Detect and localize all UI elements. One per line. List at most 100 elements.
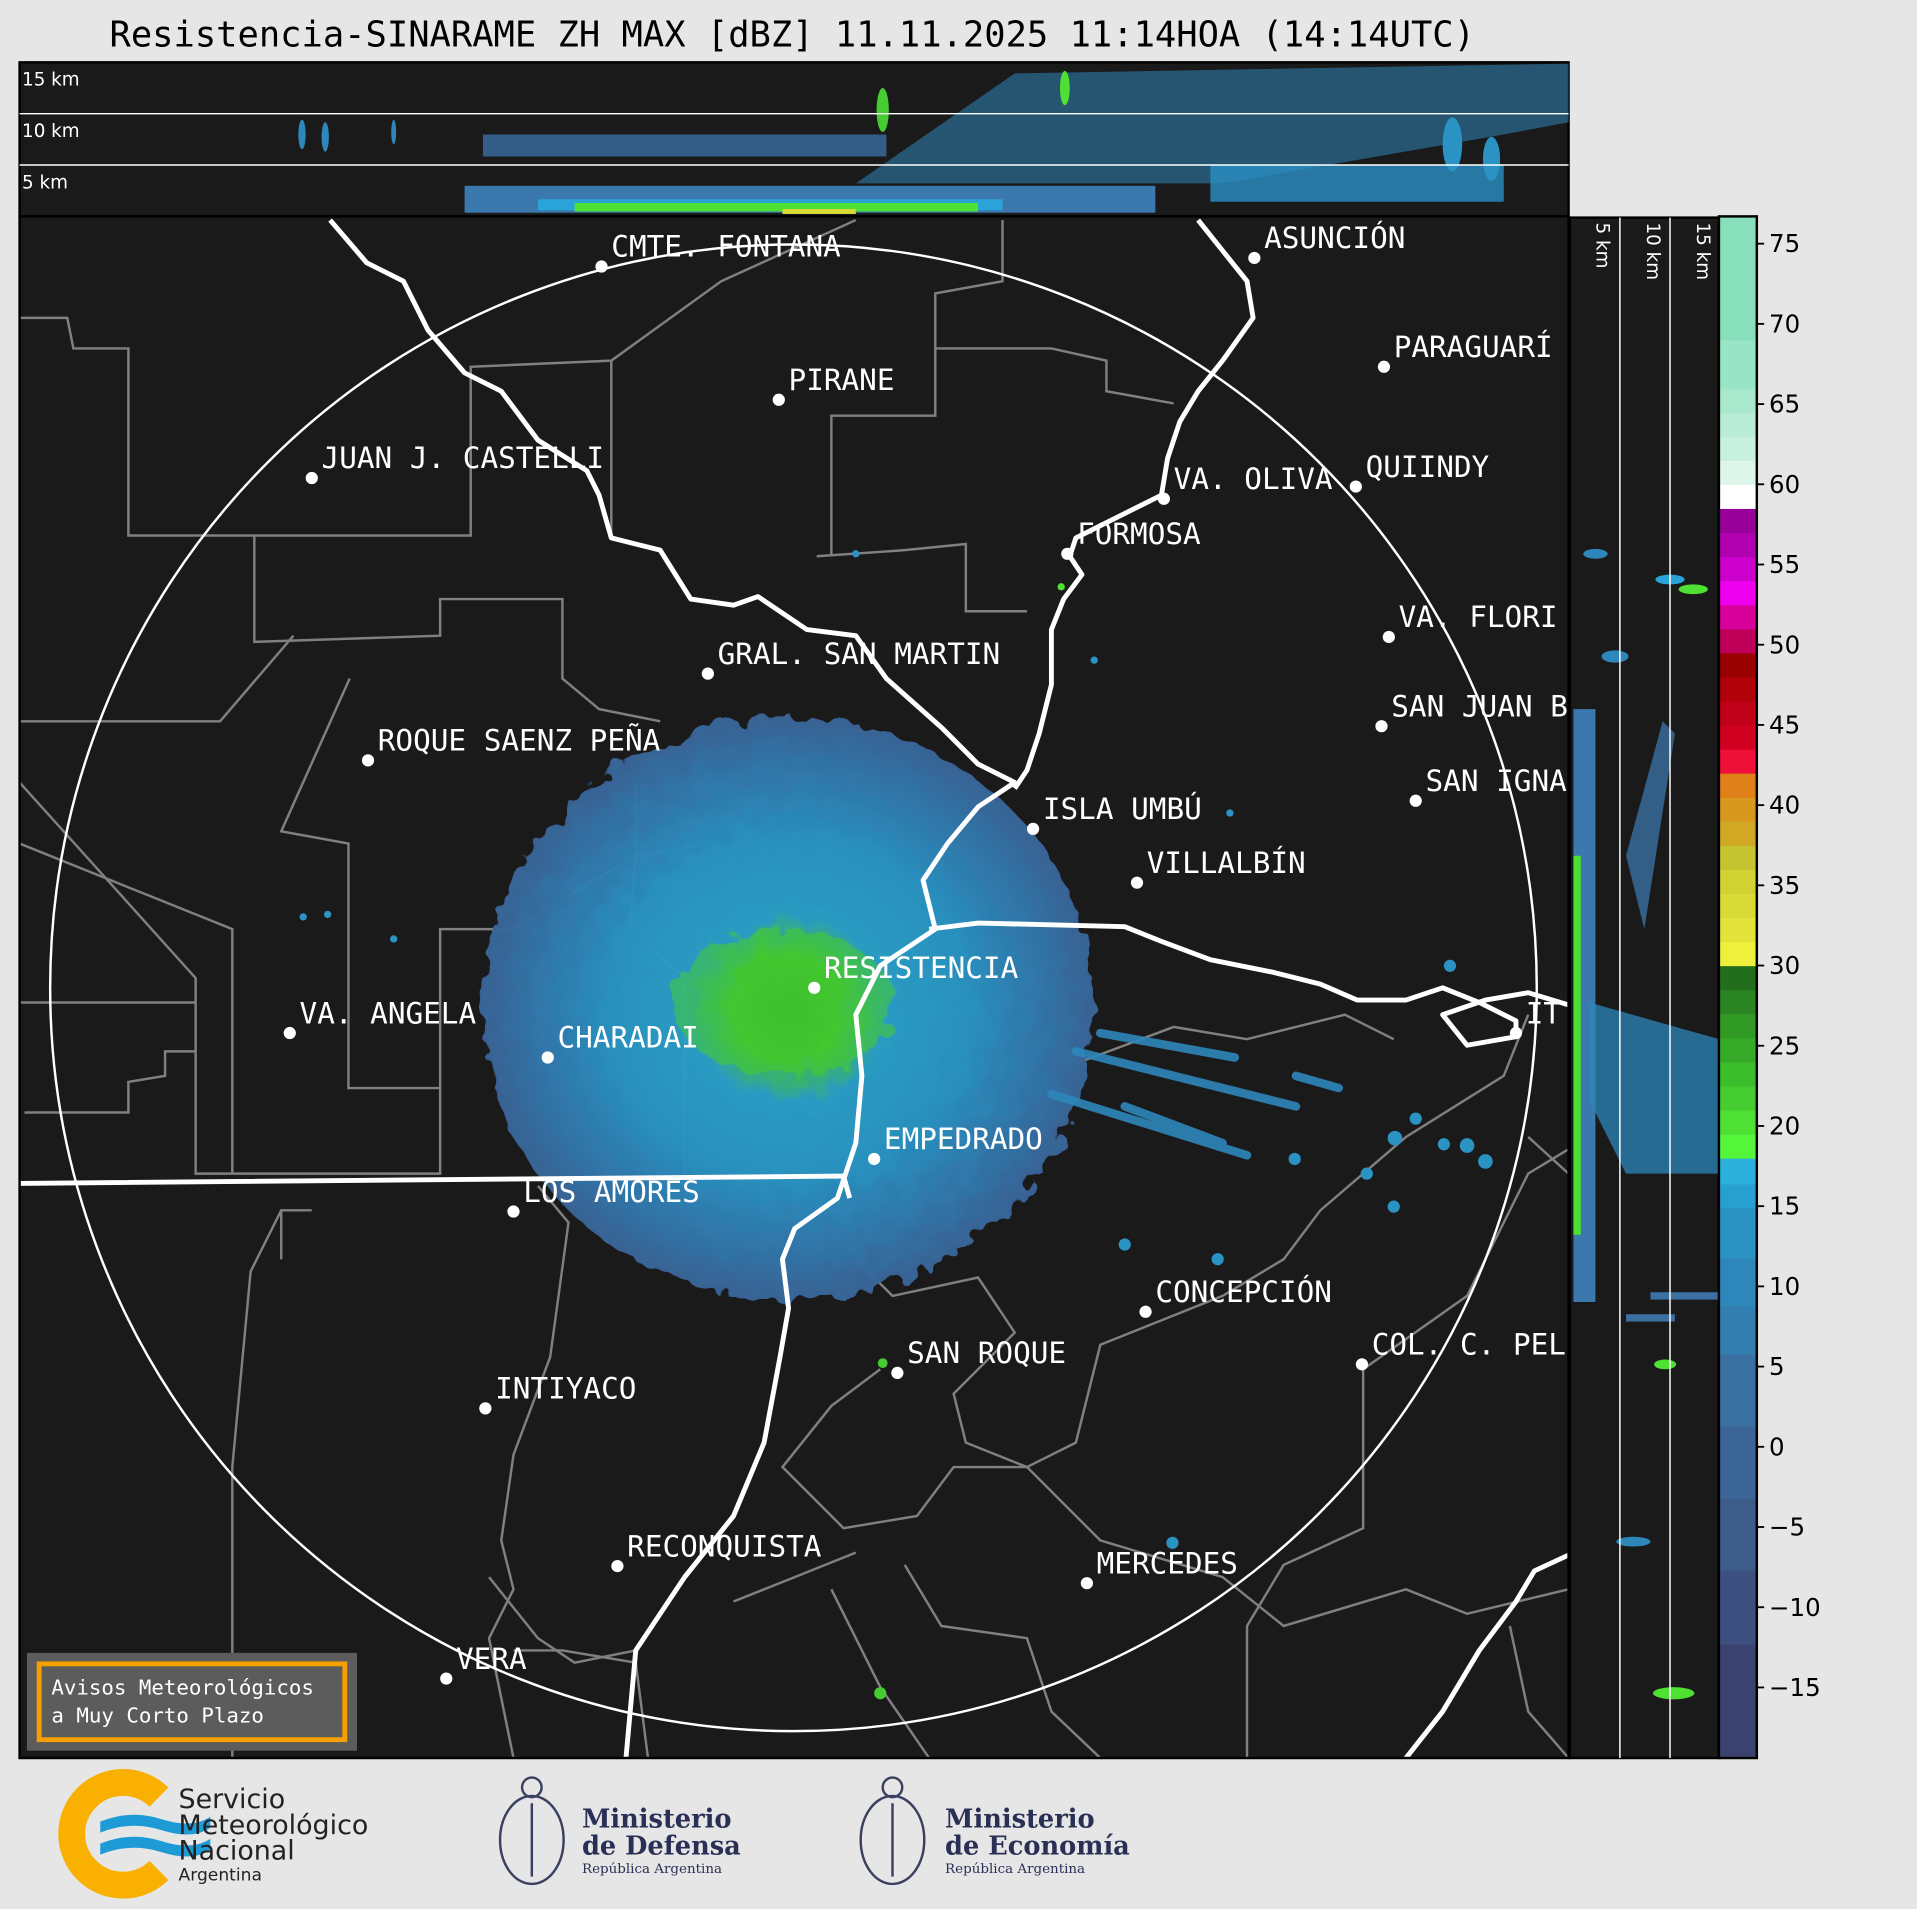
city-marker: CMTE. FONTANA (595, 230, 841, 273)
colorbar-bin (1718, 1109, 1757, 1135)
colorbar-tick-label: 10 (1769, 1272, 1800, 1301)
city-label: LOS AMORES (523, 1175, 700, 1209)
colorbar-tick-label: −10 (1769, 1593, 1821, 1622)
ministerio-economia-logo: Ministerio de Economía República Argenti… (859, 1776, 1130, 1886)
colorbar-bin (1718, 412, 1757, 437)
city-markers: CMTE. FONTANA ASUNCIÓN PARAGUARÍ PIRANE JUAN… (283, 219, 1568, 1685)
city-dot (701, 667, 714, 680)
city-dot (305, 471, 318, 485)
colorbar-bin (1718, 748, 1757, 774)
city-label: MERCEDES (1097, 1546, 1238, 1580)
colorbar-bin (1718, 1013, 1757, 1039)
defensa-logo-text: de Defensa (582, 1832, 741, 1862)
city-marker: PARAGUARÍ (1377, 329, 1553, 373)
colorbar-bin (1718, 941, 1757, 967)
colorbar-bin (1718, 436, 1757, 461)
colorbar-bin (1718, 339, 1757, 389)
city-marker: VA. FLORI (1382, 600, 1558, 644)
city-label: CMTE. FONTANA (611, 230, 841, 264)
city-dot (1248, 251, 1261, 265)
colorbar-tick-label: 40 (1769, 791, 1800, 820)
city-label: ASUNCIÓN (1264, 219, 1405, 255)
colorbar-bin (1718, 1570, 1757, 1645)
city-label: IT (1526, 996, 1561, 1030)
colorbar-tick-label: 25 (1769, 1031, 1800, 1060)
argentina-coat-of-arms-icon (498, 1776, 565, 1886)
side-height-label-15km: 15 km (1692, 223, 1713, 281)
city-label: VILLALBÍN (1147, 845, 1306, 880)
colorbar-bin (1718, 1305, 1757, 1355)
city-marker: PIRANE (772, 363, 895, 406)
city-label: CHARADAI (558, 1021, 699, 1055)
economia-logo-text: República Argentina (945, 1862, 1085, 1877)
colorbar-bin (1718, 1061, 1757, 1087)
city-label: SAN IGNA (1426, 764, 1568, 798)
city-label: PARAGUARÍ (1394, 329, 1553, 364)
city-label: ISLA UMBÚ (1043, 790, 1202, 826)
city-dot (1377, 360, 1391, 373)
economia-logo-text: Ministerio (945, 1805, 1095, 1835)
colorbar-bin (1718, 1498, 1757, 1571)
colorbar-bin (1718, 1207, 1757, 1259)
city-dot (1349, 480, 1362, 493)
city-label: RECONQUISTA (627, 1529, 822, 1563)
city-marker: LOS AMORES (507, 1175, 700, 1218)
city-marker: FORMOSA (1061, 517, 1201, 560)
defensa-logo-text: República Argentina (582, 1862, 722, 1877)
city-label: SAN ROQUE (907, 1336, 1066, 1370)
city-label: GRAL. SAN MARTIN (718, 637, 1001, 671)
city-marker: IT (1509, 996, 1561, 1040)
city-label: JUAN J. CASTELLI (322, 441, 605, 475)
colorbar-tick-label: 30 (1769, 951, 1800, 980)
colorbar-bin (1718, 216, 1757, 341)
city-dot (1409, 794, 1422, 807)
colorbar-tick-label: 55 (1769, 550, 1800, 579)
city-marker: EMPEDRADO (868, 1122, 1043, 1166)
side-height-label-5km: 5 km (1592, 223, 1613, 269)
colorbar-tick-label: −15 (1769, 1673, 1821, 1702)
city-dot (1355, 1358, 1369, 1371)
colorbar-bin (1718, 700, 1757, 726)
colorbar-bin (1718, 1085, 1757, 1111)
colorbar-bin (1718, 1425, 1757, 1499)
city-dot (1509, 1026, 1523, 1040)
city-marker: CHARADAI (541, 1021, 699, 1064)
city-dot (1130, 876, 1144, 889)
city-marker: RECONQUISTA (611, 1529, 822, 1573)
city-dot (772, 393, 785, 406)
city-dot (891, 1366, 904, 1380)
city-marker: VA. ANGELA (283, 996, 477, 1040)
colorbar-bin (1718, 845, 1757, 870)
colorbar-tick-label: 65 (1769, 390, 1800, 419)
city-dot (1061, 547, 1074, 560)
colorbar-tick-label: 75 (1769, 229, 1800, 258)
city-label: COL. C. PEL (1372, 1328, 1566, 1362)
rivers-borders (19, 218, 1569, 1759)
figure-title: Resistencia-SINARAME ZH MAX [dBZ] 11.11.… (110, 14, 1475, 55)
colorbar-tick-label: −5 (1769, 1513, 1805, 1542)
defensa-logo-text: Ministerio (582, 1805, 732, 1835)
colorbar-tick-label: 0 (1769, 1432, 1785, 1461)
city-label: VA. ANGELA (300, 996, 477, 1030)
city-dot (1026, 822, 1040, 835)
city-dot (1157, 492, 1170, 505)
warning-box-line2: a Muy Corto Plazo (51, 1704, 264, 1728)
city-label: CONCEPCIÓN (1155, 1273, 1332, 1309)
colorbar-tick-label: 45 (1769, 710, 1800, 739)
colorbar-bin (1718, 508, 1757, 534)
city-marker: SAN ROQUE (891, 1336, 1066, 1380)
city-label: VERA (456, 1642, 527, 1676)
city-label: VA. OLIVA (1174, 462, 1333, 496)
height-label-10km: 10 km (22, 121, 80, 142)
city-dot (1080, 1577, 1093, 1590)
colorbar-bin (1718, 556, 1757, 582)
warning-box[interactable]: Avisos Meteorológicos a Muy Corto Plazo (26, 1652, 358, 1751)
colorbar-bin (1718, 965, 1757, 991)
smn-logo-text: Meteorológico (179, 1810, 369, 1841)
colorbar-bin (1718, 917, 1757, 943)
city-label: ROQUE SAENZ PEÑA (378, 723, 661, 758)
city-label: QUIINDY (1366, 450, 1490, 484)
colorbar-bin (1718, 724, 1757, 750)
